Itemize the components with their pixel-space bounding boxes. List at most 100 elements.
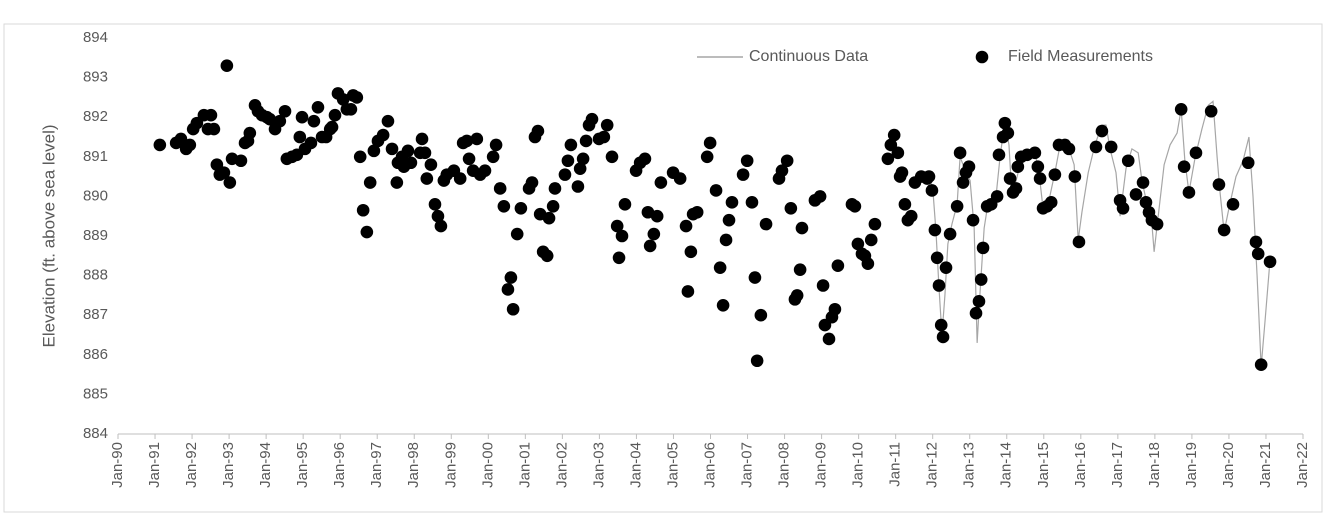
field-point bbox=[748, 271, 762, 284]
field-point bbox=[431, 209, 445, 223]
field-point bbox=[234, 154, 248, 168]
x-tick-label: Jan-92 bbox=[183, 442, 200, 488]
field-point bbox=[795, 221, 809, 235]
legend-label: Field Measurements bbox=[1008, 48, 1153, 65]
x-tick-label: Jan-91 bbox=[146, 442, 163, 488]
legend-label: Continuous Data bbox=[749, 48, 868, 65]
field-point bbox=[930, 251, 944, 265]
field-point bbox=[928, 223, 942, 237]
field-point bbox=[605, 150, 619, 164]
field-point bbox=[992, 148, 1006, 162]
x-tick-label: Jan-09 bbox=[813, 442, 830, 488]
field-point bbox=[974, 273, 988, 286]
field-point bbox=[350, 91, 364, 104]
field-point bbox=[813, 190, 827, 203]
field-point bbox=[585, 112, 599, 126]
field-point bbox=[725, 196, 739, 209]
field-point bbox=[404, 156, 418, 170]
x-tick-label: Jan-94 bbox=[257, 442, 274, 488]
field-point bbox=[1009, 182, 1023, 195]
x-tick-label: Jan-22 bbox=[1294, 442, 1311, 488]
field-point bbox=[1226, 198, 1240, 211]
field-point bbox=[881, 152, 895, 166]
field-point bbox=[998, 116, 1012, 130]
field-point bbox=[615, 229, 629, 243]
field-point bbox=[969, 306, 983, 320]
field-point bbox=[759, 217, 773, 231]
field-point bbox=[610, 219, 624, 233]
field-point bbox=[497, 200, 511, 213]
field-point bbox=[336, 93, 350, 106]
field-point bbox=[486, 150, 500, 164]
y-tick-label: 891 bbox=[83, 148, 108, 165]
field-point bbox=[1011, 160, 1025, 173]
field-point bbox=[904, 209, 918, 223]
field-point bbox=[1177, 160, 1191, 173]
field-point bbox=[612, 251, 626, 265]
field-point bbox=[828, 302, 842, 316]
field-point bbox=[540, 249, 554, 263]
field-point bbox=[325, 120, 339, 134]
field-point bbox=[1104, 140, 1118, 154]
field-point bbox=[1139, 196, 1153, 209]
field-point bbox=[204, 108, 218, 122]
field-point bbox=[790, 289, 804, 302]
field-point bbox=[1033, 172, 1047, 185]
field-point bbox=[344, 102, 358, 116]
field-point bbox=[510, 227, 524, 241]
x-tick-label: Jan-11 bbox=[887, 442, 904, 487]
field-point bbox=[418, 146, 432, 160]
field-point bbox=[600, 118, 614, 132]
field-point bbox=[1072, 235, 1086, 249]
field-point bbox=[643, 239, 657, 253]
field-point bbox=[962, 160, 976, 173]
field-point bbox=[1116, 201, 1130, 215]
field-point bbox=[1136, 176, 1150, 189]
field-point bbox=[780, 154, 794, 168]
field-point bbox=[1031, 160, 1045, 173]
field-point bbox=[922, 170, 936, 183]
field-point bbox=[415, 132, 429, 146]
field-point bbox=[851, 237, 865, 251]
field-point bbox=[700, 150, 714, 164]
x-tick-label: Jan-13 bbox=[961, 442, 978, 488]
field-point bbox=[1062, 142, 1076, 156]
field-point bbox=[531, 124, 545, 138]
field-point bbox=[514, 201, 528, 215]
field-point bbox=[679, 219, 693, 233]
field-point bbox=[470, 132, 484, 146]
field-point bbox=[401, 144, 415, 158]
field-point bbox=[424, 158, 438, 172]
field-point bbox=[223, 176, 237, 189]
field-point bbox=[831, 259, 845, 273]
y-tick-label: 888 bbox=[83, 267, 108, 284]
field-point bbox=[972, 295, 986, 308]
field-point bbox=[848, 200, 862, 213]
y-axis-label: Elevation (ft. above sea level) bbox=[39, 124, 58, 347]
field-point bbox=[1095, 124, 1109, 138]
field-point bbox=[1068, 170, 1082, 183]
field-point bbox=[453, 172, 467, 185]
field-point bbox=[220, 59, 234, 73]
field-point bbox=[1189, 146, 1203, 160]
x-tick-label: Jan-15 bbox=[1035, 442, 1052, 488]
field-point bbox=[673, 172, 687, 185]
x-tick-label: Jan-98 bbox=[405, 442, 422, 488]
field-point bbox=[966, 213, 980, 227]
field-point bbox=[1241, 156, 1255, 170]
field-point bbox=[506, 302, 520, 316]
field-point bbox=[750, 354, 764, 368]
field-point bbox=[367, 144, 381, 158]
field-point bbox=[273, 114, 287, 128]
field-point bbox=[740, 154, 754, 168]
field-point bbox=[868, 217, 882, 231]
x-tick-label: Jan-18 bbox=[1146, 442, 1163, 488]
field-point bbox=[564, 138, 578, 152]
field-point bbox=[690, 205, 704, 219]
field-point bbox=[434, 219, 448, 233]
field-point bbox=[576, 152, 590, 166]
x-tick-label: Jan-96 bbox=[331, 442, 348, 488]
field-point bbox=[548, 182, 562, 195]
field-point bbox=[1028, 146, 1042, 160]
x-tick-label: Jan-97 bbox=[368, 442, 385, 488]
